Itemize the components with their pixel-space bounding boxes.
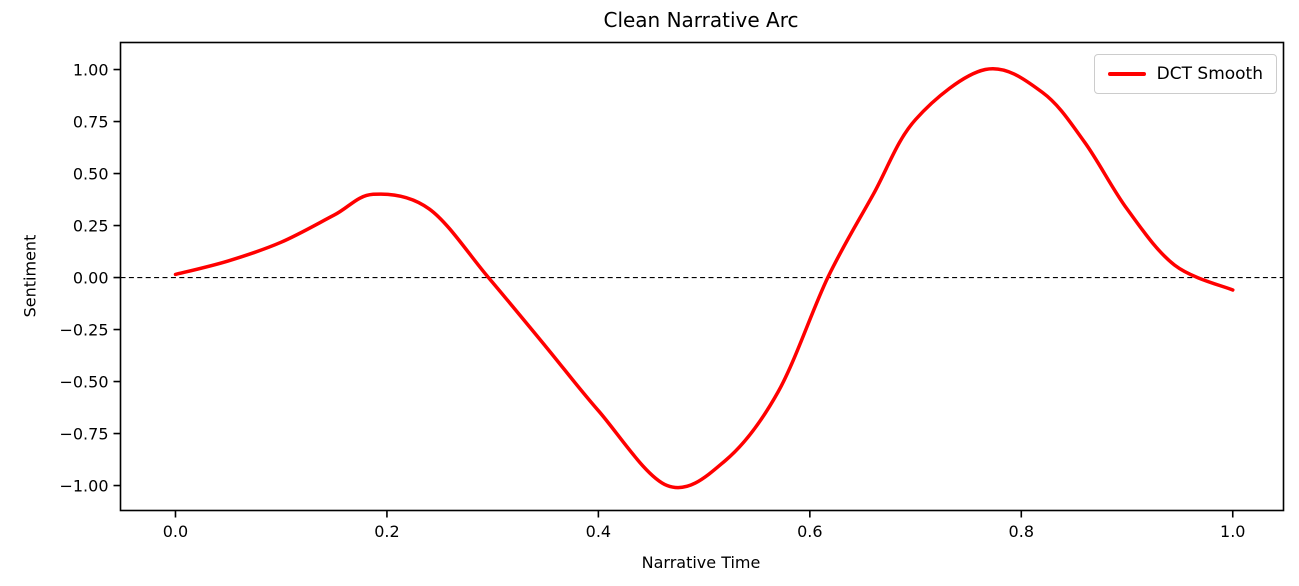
- y-tick-label: 1.00: [72, 60, 109, 80]
- legend-line-sample: [1107, 72, 1146, 76]
- y-tick-label: −1.00: [59, 476, 109, 496]
- x-tick-label: 0.4: [585, 521, 612, 541]
- y-tick-label: 0.00: [72, 268, 109, 288]
- legend-box: DCT Smooth: [1093, 54, 1277, 94]
- chart-title: Clean Narrative Arc: [603, 8, 799, 32]
- y-tick-label: 0.75: [72, 112, 109, 132]
- y-tick-label: −0.25: [59, 320, 109, 340]
- plot-border: [119, 41, 1285, 512]
- x-axis-label: Narrative Time: [641, 553, 761, 572]
- x-tick-label: 0.8: [1008, 521, 1035, 541]
- x-tick-label: 0.0: [162, 521, 189, 541]
- y-tick-label: −0.50: [59, 372, 109, 392]
- x-tick-label: 1.0: [1220, 521, 1246, 541]
- y-axis-label: Sentiment: [20, 234, 40, 318]
- x-tick-label: 0.6: [797, 521, 823, 541]
- x-tick-label: 0.2: [374, 521, 400, 541]
- y-tick-label: 0.50: [72, 164, 109, 184]
- y-tick-label: −0.75: [59, 424, 109, 444]
- dct-smooth-curve: [173, 66, 1235, 490]
- legend-label: DCT Smooth: [1156, 64, 1263, 84]
- y-tick-label: 0.25: [72, 216, 109, 236]
- axis-ticks: [113, 68, 1234, 518]
